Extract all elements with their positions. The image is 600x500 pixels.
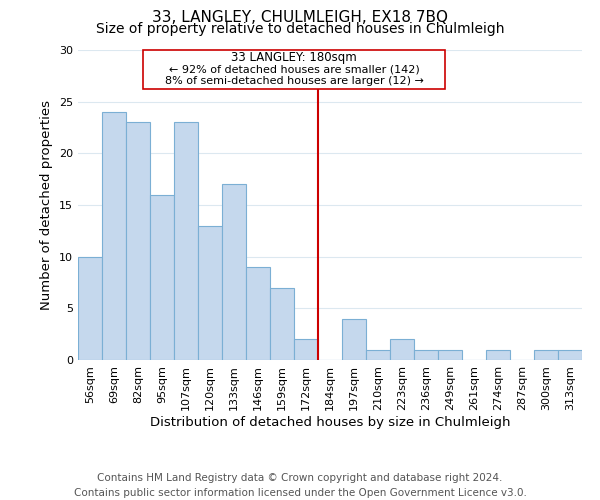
Bar bbox=[246, 267, 270, 360]
Bar bbox=[558, 350, 582, 360]
Bar bbox=[294, 340, 318, 360]
Bar bbox=[102, 112, 126, 360]
Bar bbox=[414, 350, 438, 360]
Bar bbox=[390, 340, 414, 360]
Text: Size of property relative to detached houses in Chulmleigh: Size of property relative to detached ho… bbox=[96, 22, 504, 36]
FancyBboxPatch shape bbox=[143, 50, 445, 90]
X-axis label: Distribution of detached houses by size in Chulmleigh: Distribution of detached houses by size … bbox=[150, 416, 510, 428]
Bar bbox=[150, 194, 174, 360]
Bar bbox=[126, 122, 150, 360]
Text: 8% of semi-detached houses are larger (12) →: 8% of semi-detached houses are larger (1… bbox=[164, 76, 424, 86]
Text: 33, LANGLEY, CHULMLEIGH, EX18 7BQ: 33, LANGLEY, CHULMLEIGH, EX18 7BQ bbox=[152, 10, 448, 25]
Bar bbox=[534, 350, 558, 360]
Bar bbox=[222, 184, 246, 360]
Bar bbox=[438, 350, 462, 360]
Bar bbox=[174, 122, 198, 360]
Text: ← 92% of detached houses are smaller (142): ← 92% of detached houses are smaller (14… bbox=[169, 64, 419, 74]
Bar bbox=[78, 256, 102, 360]
Bar bbox=[342, 318, 366, 360]
Text: 33 LANGLEY: 180sqm: 33 LANGLEY: 180sqm bbox=[231, 50, 357, 64]
Bar bbox=[486, 350, 510, 360]
Bar bbox=[198, 226, 222, 360]
Y-axis label: Number of detached properties: Number of detached properties bbox=[40, 100, 53, 310]
Bar bbox=[366, 350, 390, 360]
Bar bbox=[270, 288, 294, 360]
Text: Contains HM Land Registry data © Crown copyright and database right 2024.
Contai: Contains HM Land Registry data © Crown c… bbox=[74, 472, 526, 498]
